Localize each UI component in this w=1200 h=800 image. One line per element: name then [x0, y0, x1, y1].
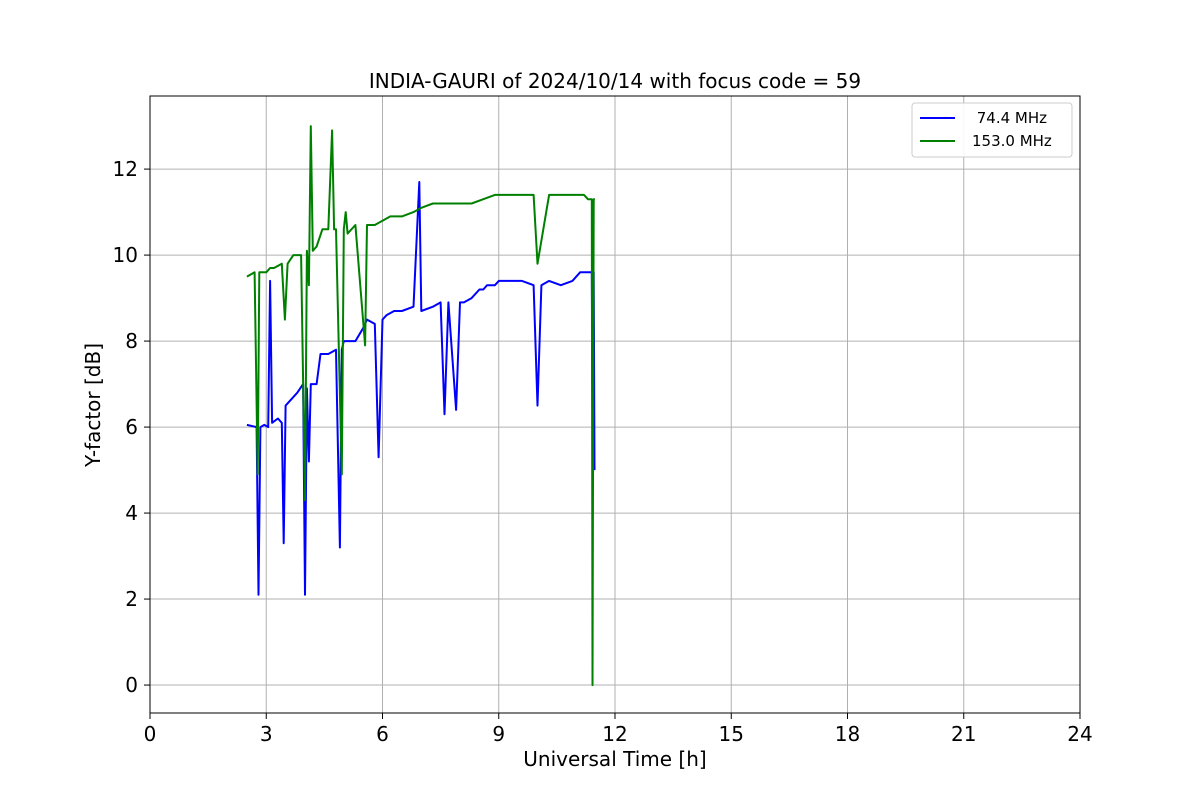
y-tick-label: 8 [125, 329, 138, 353]
chart-title: INDIA-GAURI of 2024/10/14 with focus cod… [369, 69, 861, 93]
series-layer [246, 125, 596, 687]
legend-label-153-0-mhz: 153.0 MHz [972, 132, 1052, 150]
x-tick-label: 15 [719, 722, 744, 746]
series-line-153-0-mhz [246, 125, 595, 687]
x-tick-label: 3 [260, 722, 273, 746]
y-tick-label: 10 [113, 243, 138, 267]
x-axis-label: Universal Time [h] [523, 747, 706, 771]
x-tick-label: 24 [1067, 722, 1092, 746]
y-tick-label: 6 [125, 415, 138, 439]
legend: 74.4 MHz 153.0 MHz [911, 102, 1073, 158]
y-tick-label: 12 [113, 157, 138, 181]
series-line-74-4-mhz [246, 181, 596, 596]
y-tick-label: 4 [125, 501, 138, 525]
legend-box [911, 102, 1073, 158]
y-tick-label: 2 [125, 587, 138, 611]
y-axis-label: Y-factor [dB] [81, 343, 105, 468]
x-tick-label: 9 [492, 722, 505, 746]
y-axis-ticks: 0 2 4 6 8 10 12 [113, 157, 150, 697]
x-tick-label: 0 [144, 722, 157, 746]
y-tick-label: 0 [125, 673, 138, 697]
legend-label-74-4-mhz: 74.4 MHz [972, 109, 1047, 127]
x-tick-label: 18 [835, 722, 860, 746]
x-tick-label: 12 [602, 722, 627, 746]
x-axis-ticks: 0 3 6 9 12 15 18 21 24 [144, 713, 1093, 746]
x-tick-label: 21 [951, 722, 976, 746]
x-tick-label: 6 [376, 722, 389, 746]
